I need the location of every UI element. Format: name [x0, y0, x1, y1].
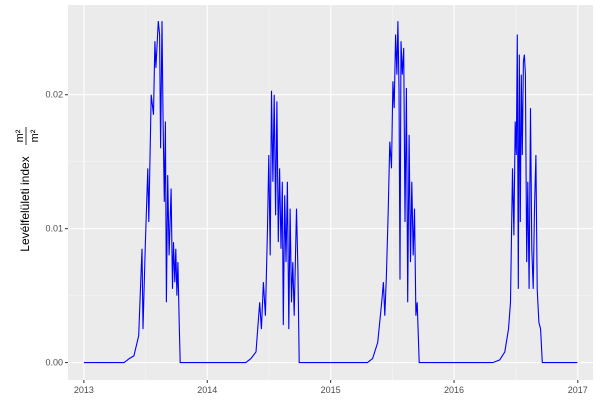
x-tick-label: 2015	[321, 385, 341, 395]
y-unit-numerator: m²	[14, 129, 26, 142]
x-axis: 2013 2014 2015 2016 2017	[74, 380, 588, 395]
y-axis-title: Levélfelületi index m² m²	[14, 127, 41, 252]
x-tick-label: 2013	[74, 385, 94, 395]
x-tick-label: 2016	[444, 385, 464, 395]
y-tick-label: 0.02	[45, 90, 63, 100]
y-axis: 0.00 0.01 0.02	[45, 90, 68, 368]
y-axis-label: Levélfelületi index	[18, 156, 32, 251]
x-tick-label: 2014	[197, 385, 217, 395]
y-unit-denominator: m²	[29, 129, 41, 142]
x-tick-label: 2017	[568, 385, 588, 395]
y-tick-label: 0.01	[45, 224, 63, 234]
grid-lines	[68, 5, 593, 380]
series-line	[83, 21, 578, 364]
y-tick-label: 0.00	[45, 358, 63, 368]
